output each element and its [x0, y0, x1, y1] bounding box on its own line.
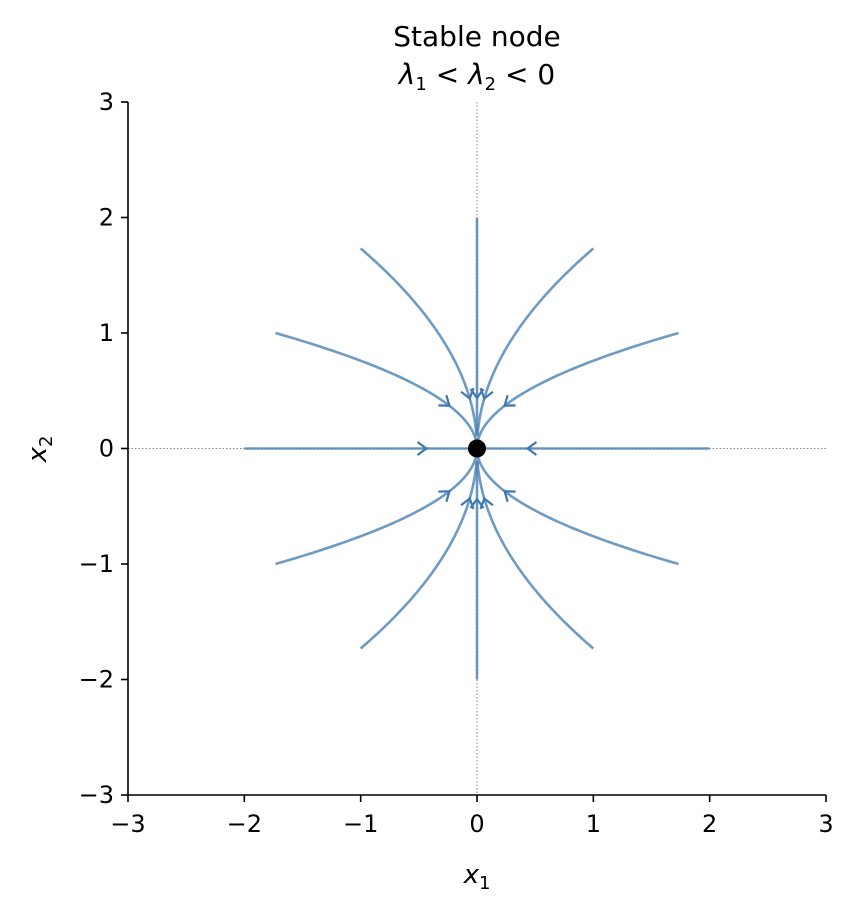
y-axis-label: x2 — [23, 436, 57, 464]
chart-title: Stable node — [393, 20, 560, 53]
trajectory-line — [275, 331, 478, 442]
direction-arrow — [503, 394, 516, 407]
x-ticks: −3 −2 −1 0 1 2 3 — [110, 795, 834, 838]
y-tick-label: 3 — [99, 88, 114, 116]
x-tick-label: −1 — [343, 810, 378, 838]
y-tick-label: −2 — [79, 666, 114, 694]
direction-arrow — [503, 490, 516, 503]
equilibrium-point — [468, 439, 486, 458]
x-tick-label: −2 — [227, 810, 262, 838]
trajectory-line — [476, 331, 679, 442]
direction-arrow — [460, 387, 475, 401]
direction-arrow — [438, 490, 451, 503]
subtitle-lt-2: < — [496, 58, 537, 91]
x-tick-label: 1 — [586, 810, 601, 838]
direction-arrow — [416, 441, 429, 456]
x-tick-label: 3 — [818, 810, 833, 838]
trajectory-line — [275, 455, 478, 566]
subtitle-lt-1: < — [427, 58, 468, 91]
chart-subtitle: λ1 < λ2 < 0 — [397, 58, 555, 95]
trajectory-line — [476, 460, 595, 650]
y-ticks: −3 −2 −1 0 1 2 3 — [79, 88, 128, 809]
subtitle-sub-1: 1 — [415, 74, 426, 95]
x-axis-label: x1 — [463, 860, 491, 894]
direction-arrows — [416, 387, 538, 510]
x-tick-label: 2 — [702, 810, 717, 838]
equilibrium-group — [468, 439, 486, 458]
y-tick-label: −1 — [79, 550, 114, 578]
title-group: Stable node λ1 < λ2 < 0 — [393, 20, 560, 95]
y-tick-label: 0 — [99, 435, 114, 463]
y-tick-label: 1 — [99, 319, 114, 347]
direction-arrow — [479, 496, 494, 510]
trajectory-line — [476, 455, 679, 566]
trajectory-line — [359, 460, 478, 650]
subtitle-lambda-1: λ — [397, 58, 416, 91]
direction-arrow — [438, 394, 451, 407]
y-tick-label: −3 — [79, 781, 114, 809]
x-tick-label: 0 — [469, 810, 484, 838]
subtitle-lambda-2: λ — [466, 58, 485, 91]
direction-arrow — [525, 441, 538, 456]
trajectory-line — [359, 247, 478, 437]
trajectory-line — [476, 247, 595, 437]
x-tick-label: −3 — [110, 810, 145, 838]
y-tick-label: 2 — [99, 204, 114, 232]
subtitle-zero: 0 — [537, 58, 555, 91]
subtitle-sub-2: 2 — [485, 74, 496, 95]
